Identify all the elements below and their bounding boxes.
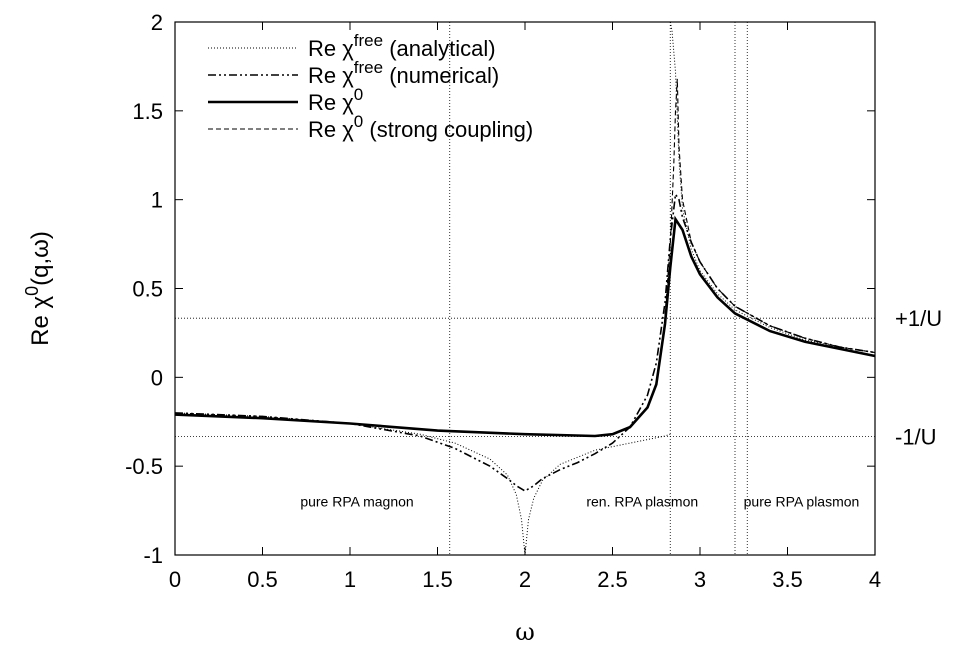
x-tick-label: 1 (344, 567, 356, 592)
region-label: pure RPA plasmon (744, 494, 860, 510)
legend-label-pre: Re χ (308, 36, 354, 61)
legend-label: Re χfree (analytical) (308, 31, 496, 61)
legend-label-pre: Re χ (308, 117, 354, 142)
x-tick-label: 4 (869, 567, 881, 592)
legend-label-sup: free (354, 58, 383, 77)
legend-label-post: (analytical) (383, 36, 495, 61)
annotations-layer: pure RPA magnon ren. RPA plasmon pure RPA … (300, 306, 942, 510)
y-tick-label: 0 (151, 365, 163, 390)
x-tick-label: 2 (519, 567, 531, 592)
legend-label-post: (numerical) (383, 63, 499, 88)
side-label: -1/U (895, 424, 937, 449)
y-tick-label: 1 (151, 188, 163, 213)
legend-label: Re χfree (numerical) (308, 58, 499, 88)
legend-label-post: (strong coupling) (363, 117, 533, 142)
legend: Re χfree (analytical)Re χfree (numerical… (208, 31, 533, 142)
legend-label-sup: free (354, 31, 383, 50)
series-line-dotted-branch (669, 21, 876, 353)
legend-label: Re χ0 (strong coupling) (308, 112, 533, 142)
reference-lines (175, 22, 875, 555)
series-line-dashed (664, 78, 876, 354)
y-axis-title: Re χ0(q,ω) (22, 231, 54, 346)
x-tick-label: 0.5 (247, 567, 278, 592)
x-tick-label: 1.5 (422, 567, 453, 592)
x-axis-title: ω (515, 618, 535, 646)
x-tick-label: 3.5 (772, 567, 803, 592)
series-line-dotted (174, 412, 671, 556)
y-tick-label: 1.5 (132, 99, 163, 124)
y-tick-label: 2 (151, 10, 163, 35)
legend-label-pre: Re χ (308, 63, 354, 88)
legend-label: Re χ0 (308, 85, 363, 115)
y-tick-label: -0.5 (125, 454, 163, 479)
y-axis-title-pre: Re χ (27, 296, 54, 346)
x-tick-label: 2.5 (597, 567, 628, 592)
series-layer (174, 21, 876, 556)
y-tick-label: 0.5 (132, 277, 163, 302)
legend-label-pre: Re χ (308, 90, 354, 115)
y-axis-title-sup: 0 (22, 286, 42, 296)
legend-label-sup: 0 (354, 85, 363, 104)
side-label: +1/U (895, 306, 942, 331)
region-label: ren. RPA plasmon (586, 494, 698, 510)
legend-label-sup: 0 (354, 112, 363, 131)
x-tick-label: 0 (169, 567, 181, 592)
series-line-dashdot (174, 192, 876, 492)
y-axis-title-post: (q,ω) (27, 231, 54, 286)
region-label: pure RPA magnon (300, 494, 413, 510)
ticks-layer: 0 0.5 1 1.5 2 2.5 3 3.5 4 -1 -0.5 0 0.5 1 1.5 2 (125, 10, 881, 592)
x-tick-label: 3 (694, 567, 706, 592)
series-line-solid (174, 215, 876, 438)
y-tick-label: -1 (143, 543, 163, 568)
